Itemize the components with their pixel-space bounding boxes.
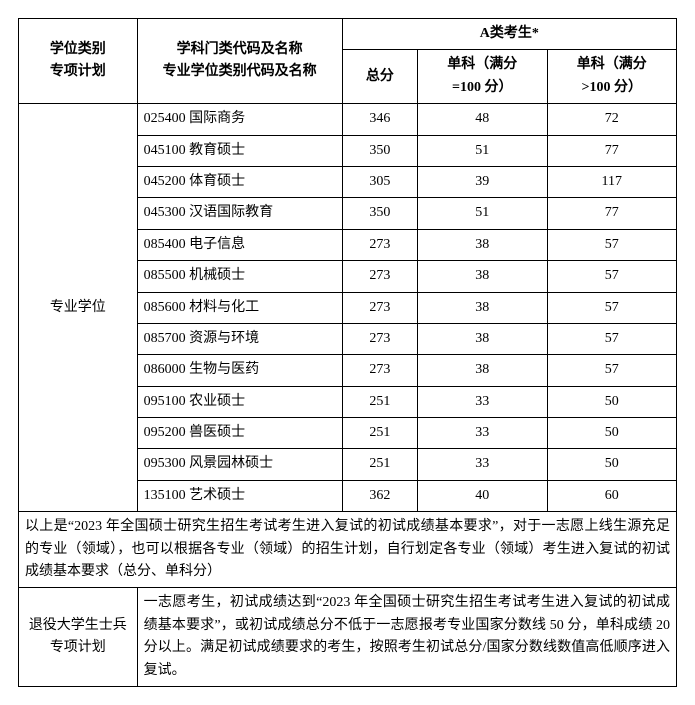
note-cell: 以上是“2023 年全国硕士研究生招生考试考生进入复试的初试成绩基本要求”，对于… [19,512,677,588]
total-cell: 251 [342,449,418,480]
subject-cell: 095100 农业硕士 [137,386,342,417]
subject-cell: 025400 国际商务 [137,104,342,135]
degree-type-cell: 专业学位 [19,104,138,512]
total-cell: 346 [342,104,418,135]
subject-cell: 095200 兽医硕士 [137,418,342,449]
total-cell: 362 [342,480,418,511]
header-total: 总分 [342,50,418,104]
header-sub100: 单科（满分=100 分） [418,50,547,104]
sub100-cell: 48 [418,104,547,135]
sub100-cell: 38 [418,292,547,323]
veteran-label: 退役大学生士兵专项计划 [19,588,138,687]
subject-cell: 085500 机械硕士 [137,261,342,292]
subject-cell: 085400 电子信息 [137,229,342,260]
total-cell: 251 [342,386,418,417]
subject-cell: 045100 教育硕士 [137,135,342,166]
sub100-cell: 38 [418,323,547,354]
total-cell: 305 [342,166,418,197]
total-cell: 273 [342,323,418,354]
sub100-cell: 38 [418,355,547,386]
subgt100-cell: 57 [547,292,677,323]
total-cell: 273 [342,292,418,323]
header-subgt100: 单科（满分>100 分） [547,50,677,104]
subject-cell: 045200 体育硕士 [137,166,342,197]
table-row: 专业学位025400 国际商务3464872 [19,104,677,135]
subject-cell: 095300 风景园林硕士 [137,449,342,480]
sub100-cell: 38 [418,229,547,260]
subject-cell: 085700 资源与环境 [137,323,342,354]
sub100-cell: 51 [418,135,547,166]
subject-cell: 086000 生物与医药 [137,355,342,386]
subject-cell: 135100 艺术硕士 [137,480,342,511]
subgt100-cell: 57 [547,261,677,292]
total-cell: 273 [342,355,418,386]
subgt100-cell: 57 [547,229,677,260]
total-cell: 350 [342,198,418,229]
sub100-cell: 51 [418,198,547,229]
subgt100-cell: 50 [547,418,677,449]
sub100-cell: 33 [418,418,547,449]
subgt100-cell: 57 [547,355,677,386]
subgt100-cell: 50 [547,449,677,480]
veteran-text: 一志愿考生，初试成绩达到“2023 年全国硕士研究生招生考试考生进入复试的初试成… [137,588,676,687]
score-table: 学位类别专项计划学科门类代码及名称专业学位类别代码及名称A类考生*总分单科（满分… [18,18,677,687]
header-subject-code: 学科门类代码及名称专业学位类别代码及名称 [137,19,342,104]
sub100-cell: 40 [418,480,547,511]
header-group-a: A类考生* [342,19,676,50]
total-cell: 251 [342,418,418,449]
sub100-cell: 33 [418,386,547,417]
header-degree-type: 学位类别专项计划 [19,19,138,104]
sub100-cell: 33 [418,449,547,480]
total-cell: 273 [342,261,418,292]
subgt100-cell: 77 [547,135,677,166]
subgt100-cell: 72 [547,104,677,135]
sub100-cell: 38 [418,261,547,292]
subgt100-cell: 57 [547,323,677,354]
subgt100-cell: 77 [547,198,677,229]
subject-cell: 085600 材料与化工 [137,292,342,323]
subgt100-cell: 50 [547,386,677,417]
total-cell: 273 [342,229,418,260]
total-cell: 350 [342,135,418,166]
sub100-cell: 39 [418,166,547,197]
subgt100-cell: 117 [547,166,677,197]
subject-cell: 045300 汉语国际教育 [137,198,342,229]
subgt100-cell: 60 [547,480,677,511]
